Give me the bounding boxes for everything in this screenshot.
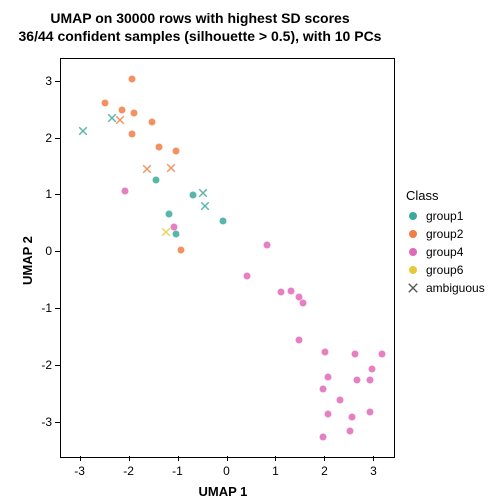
scatter-point [378, 350, 385, 357]
y-tick [55, 422, 60, 423]
scatter-point [129, 131, 136, 138]
scatter-point [288, 287, 295, 294]
scatter-point [322, 348, 329, 355]
x-tick-label: 2 [321, 464, 328, 478]
x-tick [275, 456, 276, 461]
scatter-point [167, 164, 176, 173]
x-tick-label: -1 [172, 464, 183, 478]
y-tick-label: 2 [32, 131, 52, 145]
legend-label: group1 [426, 209, 463, 223]
scatter-point [346, 428, 353, 435]
scatter-point [349, 414, 356, 421]
scatter-point [173, 230, 180, 237]
legend-swatch [406, 227, 420, 241]
scatter-point [177, 247, 184, 254]
scatter-point [170, 223, 177, 230]
x-tick [373, 456, 374, 461]
legend-title: Class [406, 188, 485, 203]
y-tick-label: 0 [32, 244, 52, 258]
y-tick-label: 3 [32, 74, 52, 88]
scatter-point [337, 397, 344, 404]
legend-label: group2 [426, 227, 463, 241]
scatter-point [173, 148, 180, 155]
x-tick [178, 456, 179, 461]
y-tick-label: 1 [32, 187, 52, 201]
scatter-point [131, 110, 138, 117]
scatter-point [142, 164, 151, 173]
x-tick [129, 456, 130, 461]
scatter-point [190, 192, 197, 199]
y-tick [55, 81, 60, 82]
x-axis-label: UMAP 1 [199, 484, 248, 499]
legend-item: group2 [406, 225, 485, 243]
y-tick [55, 194, 60, 195]
x-tick [324, 456, 325, 461]
y-tick-label: -1 [32, 301, 52, 315]
scatter-point [153, 176, 160, 183]
scatter-point [354, 377, 361, 384]
legend-body: group1 group2 group4 group6 ambiguous [406, 207, 485, 297]
scatter-point [79, 127, 88, 136]
scatter-point [351, 350, 358, 357]
legend-label: ambiguous [426, 281, 485, 295]
legend-label: group6 [426, 263, 463, 277]
legend-item: group1 [406, 207, 485, 225]
legend: Class group1 group2 group4 group6 ambiguous [406, 188, 485, 297]
y-tick-label: -3 [32, 415, 52, 429]
scatter-point [102, 100, 109, 107]
scatter-point [129, 75, 136, 82]
scatter-point [263, 241, 270, 248]
scatter-point [319, 434, 326, 441]
x-tick-label: -3 [74, 464, 85, 478]
scatter-point [366, 408, 373, 415]
y-tick [55, 138, 60, 139]
y-tick [55, 251, 60, 252]
y-tick [55, 365, 60, 366]
scatter-point [300, 300, 307, 307]
scatter-point [199, 188, 208, 197]
scatter-point [368, 365, 375, 372]
x-tick-label: -2 [123, 464, 134, 478]
scatter-point [155, 144, 162, 151]
scatter-point [201, 201, 210, 210]
legend-item: group4 [406, 243, 485, 261]
title-line2: 36/44 confident samples (silhouette > 0.… [0, 28, 400, 46]
scatter-point [148, 118, 155, 125]
x-tick-label: 3 [370, 464, 377, 478]
title-line1: UMAP on 30000 rows with highest SD score… [0, 10, 400, 28]
x-tick-label: 0 [223, 464, 230, 478]
chart-container: UMAP on 30000 rows with highest SD score… [0, 0, 504, 504]
legend-swatch [406, 245, 420, 259]
scatter-point [119, 107, 126, 114]
legend-item: ambiguous [406, 279, 485, 297]
scatter-point [319, 385, 326, 392]
scatter-point [244, 273, 251, 280]
scatter-point [295, 293, 302, 300]
plot-area [60, 58, 395, 458]
scatter-point [115, 115, 124, 124]
y-tick [55, 308, 60, 309]
x-tick-label: 1 [272, 464, 279, 478]
scatter-point [278, 289, 285, 296]
legend-item: group6 [406, 261, 485, 279]
y-tick-label: -2 [32, 358, 52, 372]
legend-swatch [406, 281, 420, 295]
scatter-point [324, 374, 331, 381]
scatter-point [121, 187, 128, 194]
x-tick [227, 456, 228, 461]
scatter-point [165, 210, 172, 217]
chart-title: UMAP on 30000 rows with highest SD score… [0, 10, 400, 45]
scatter-point [219, 218, 226, 225]
scatter-point [324, 411, 331, 418]
legend-label: group4 [426, 245, 463, 259]
x-tick [80, 456, 81, 461]
scatter-point [366, 377, 373, 384]
legend-swatch [406, 209, 420, 223]
scatter-point [295, 337, 302, 344]
scatter-point [162, 228, 171, 237]
legend-swatch [406, 263, 420, 277]
